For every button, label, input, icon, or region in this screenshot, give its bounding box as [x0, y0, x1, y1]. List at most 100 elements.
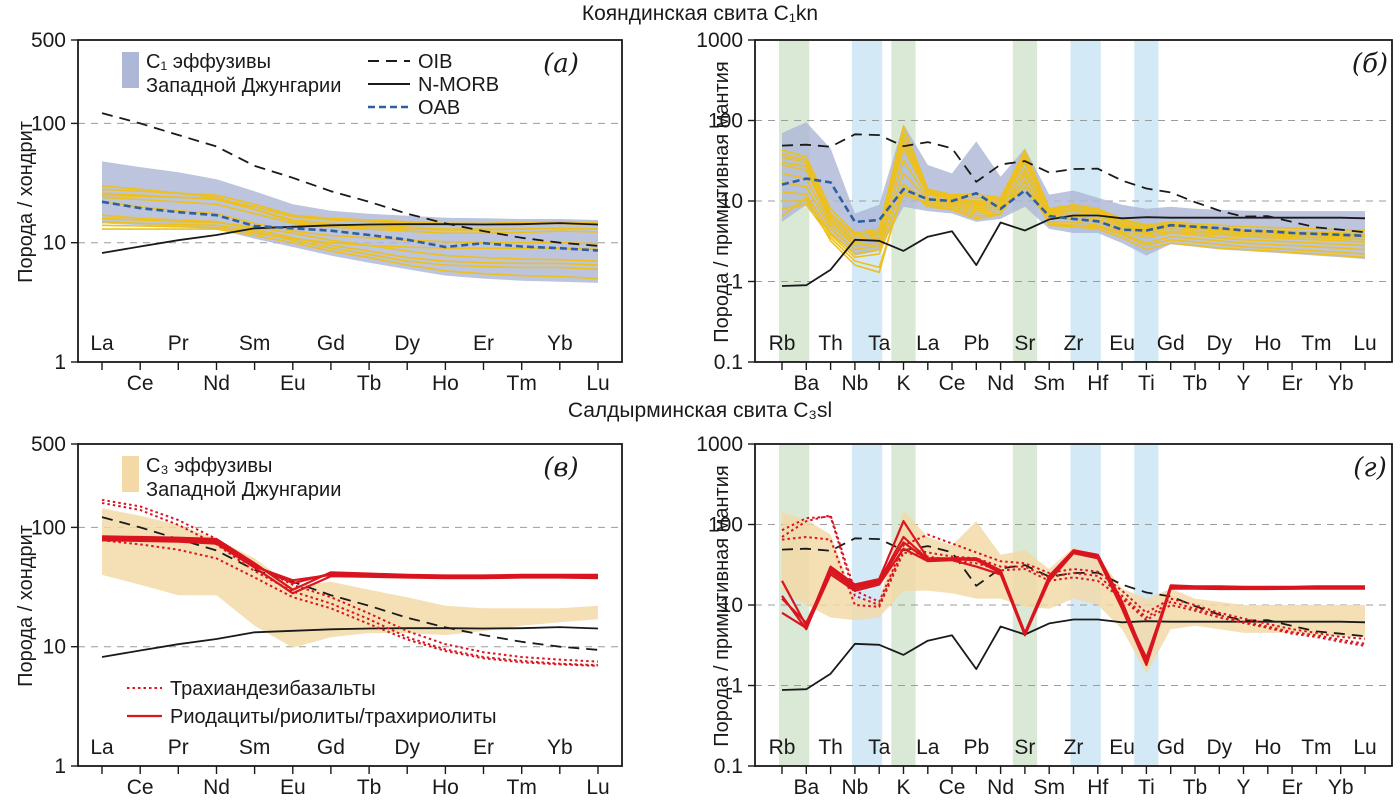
element-label-pr: Pr	[168, 736, 189, 759]
element-label-hf: Hf	[1087, 776, 1108, 799]
legend-field-swatch	[122, 52, 139, 88]
panel-letter-g: (г)	[1353, 453, 1386, 483]
element-label-nb: Nb	[841, 776, 868, 799]
y-tick-label: 1	[54, 755, 66, 778]
element-label-eu: Eu	[1109, 736, 1135, 759]
element-label-sr: Sr	[1014, 332, 1035, 355]
element-label-nd: Nd	[203, 372, 230, 395]
panel-letter-b: (б)	[1352, 49, 1388, 79]
element-label-yb: Yb	[1328, 776, 1354, 799]
y-tick-label: 10	[43, 232, 66, 255]
series-line-N-MORB	[101, 222, 599, 254]
element-label-tm: Tm	[1301, 332, 1331, 355]
series-line-sample-5	[101, 201, 599, 245]
element-label-lu: Lu	[1353, 736, 1376, 759]
y-tick-label: 1	[731, 675, 743, 698]
element-label-pb: Pb	[963, 332, 989, 355]
element-label-eu: Eu	[1109, 332, 1135, 355]
element-label-lu: Lu	[586, 776, 609, 799]
series-line-sample-6	[101, 217, 599, 262]
element-label-sm: Sm	[239, 736, 271, 759]
series-line-sample-7	[101, 220, 599, 270]
element-label-zr: Zr	[1064, 332, 1084, 355]
element-label-la: La	[916, 332, 940, 355]
element-label-tb: Tb	[357, 776, 382, 799]
legend-label: Трахиандезибазальты	[170, 678, 376, 700]
y-tick-label: 500	[31, 29, 66, 52]
series-line-sample-3	[101, 196, 599, 234]
element-label-gd: Gd	[1157, 736, 1185, 759]
element-label-la: La	[90, 736, 114, 759]
element-label-pb: Pb	[963, 736, 989, 759]
series-line-N-MORB	[781, 214, 1366, 287]
legend-field-label: Западной Джунгарии	[146, 75, 341, 97]
plot-border	[77, 39, 623, 363]
element-label-ho: Ho	[1254, 736, 1281, 759]
element-label-yb: Yb	[547, 332, 573, 355]
legend-label: OIB	[418, 51, 452, 73]
y-tick-label: 0.1	[714, 351, 743, 374]
series-line-Трахиандезибазальты-3	[781, 536, 1366, 647]
element-label-lu: Lu	[586, 372, 609, 395]
element-label-ba: Ba	[793, 776, 819, 799]
legend-field-label: Западной Джунгарии	[146, 479, 341, 501]
element-label-tm: Tm	[1301, 736, 1331, 759]
element-label-lu: Lu	[1353, 332, 1376, 355]
series-line-sample-4	[101, 185, 599, 231]
element-label-yb: Yb	[1328, 372, 1354, 395]
panel-letter-v: (в)	[543, 453, 578, 483]
element-label-tm: Tm	[507, 372, 537, 395]
legend-label: N-MORB	[418, 74, 499, 96]
element-label-y: Y	[1236, 372, 1250, 395]
series-line-sample-10	[101, 194, 599, 225]
series-line-Риодациты-1	[101, 535, 598, 591]
element-label-tb: Tb	[357, 372, 382, 395]
series-line-sample-8	[102, 228, 599, 280]
series-line-OIB	[101, 112, 599, 247]
element-label-sm: Sm	[239, 332, 271, 355]
series-line-N-MORB	[101, 626, 599, 658]
element-label-er: Er	[473, 736, 494, 759]
element-label-tb: Tb	[1183, 776, 1208, 799]
series-line-Трахиандезибазальты-1	[101, 498, 599, 663]
y-tick-label: 10	[720, 190, 743, 213]
series-line-Риодациты-4	[101, 539, 599, 595]
element-label-rb: Rb	[769, 736, 796, 759]
legend-field-label: C₃ эффузивы	[146, 455, 272, 477]
element-label-er: Er	[1282, 776, 1303, 799]
element-label-gd: Gd	[317, 736, 345, 759]
element-label-yb: Yb	[547, 736, 573, 759]
element-label-ho: Ho	[1254, 332, 1281, 355]
element-label-ho: Ho	[432, 776, 459, 799]
element-label-ce: Ce	[127, 372, 154, 395]
element-label-eu: Eu	[280, 776, 306, 799]
y-tick-label: 100	[708, 110, 743, 133]
panel-a: La Ce Pr Nd Sm Eu Gd Tb Dy Ho Er Tm Yb Lu 1 10 100 500 (а)…	[31, 29, 623, 395]
element-label-gd: Gd	[317, 332, 345, 355]
panel-letter-a: (а)	[543, 49, 579, 79]
series-line-Риодациты-4	[781, 547, 1365, 667]
element-label-gd: Gd	[1157, 332, 1185, 355]
legend-field-swatch	[122, 456, 139, 492]
element-label-y: Y	[1236, 776, 1250, 799]
element-label-k: K	[896, 776, 910, 799]
series-line-Трахиандезибазальты-1	[781, 514, 1366, 640]
element-label-la: La	[916, 736, 940, 759]
element-label-eu: Eu	[280, 372, 306, 395]
element-label-tb: Tb	[1183, 372, 1208, 395]
legend-field-label: C₁ эффузивы	[146, 51, 271, 73]
field-area-g	[782, 510, 1365, 674]
series-line-sample-9	[101, 214, 599, 266]
series-line-Трахиандезибазальты-2	[101, 502, 599, 667]
element-label-nb: Nb	[841, 372, 868, 395]
element-label-ho: Ho	[432, 372, 459, 395]
y-tick-label: 1000	[696, 433, 743, 456]
y-tick-label: 1	[731, 271, 743, 294]
element-label-rb: Rb	[769, 332, 796, 355]
element-label-nd: Nd	[987, 776, 1014, 799]
element-label-ti: Ti	[1138, 372, 1155, 395]
element-label-nd: Nd	[203, 776, 230, 799]
series-line-sample-7	[782, 186, 1366, 259]
y-tick-label: 10	[43, 636, 66, 659]
